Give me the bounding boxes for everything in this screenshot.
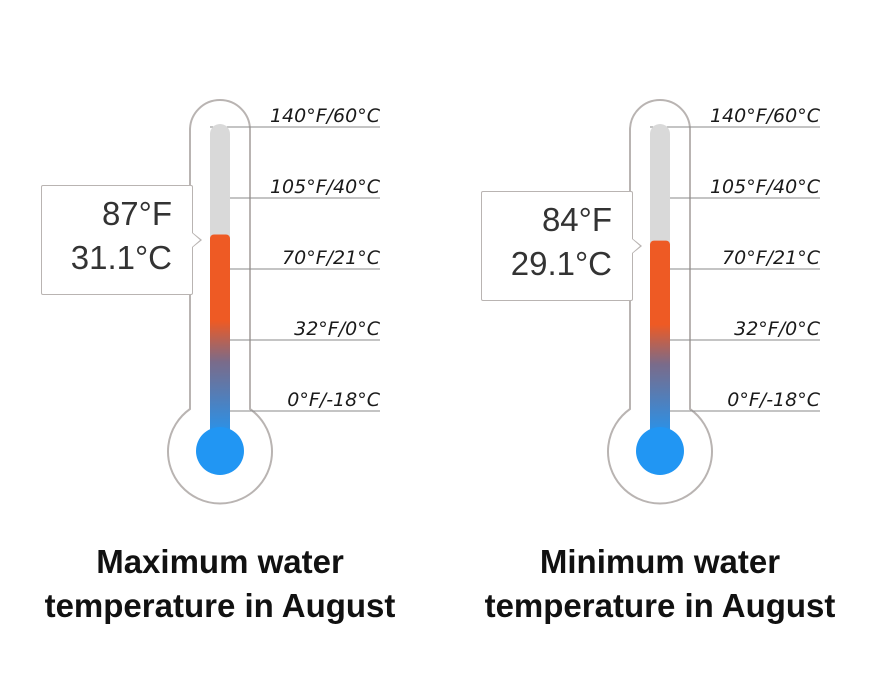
title-line-1: Maximum water [96,543,344,580]
mercury-bulb [196,427,244,475]
scale-label: 105°F/40°C [710,176,821,198]
readout-fahrenheit: 84°F [541,201,612,238]
scale-label: 140°F/60°C [710,105,821,127]
title-line-2: temperature in August [44,587,396,624]
thermometer-panel-min: 140°F/60°C 105°F/40°C 70°F/21°C 32°F/0°C 0°F… [440,0,880,680]
thermometer-max: 140°F/60°C 105°F/40°C 70°F/21°C 32°F/0°C 0°F… [167,99,381,505]
scale-label: 0°F/-18°C [287,389,380,411]
readout-celsius: 29.1°C [510,245,612,282]
chart-title-max: Maximum water temperature in August [0,540,440,628]
readout-fahrenheit: 87°F [101,195,172,232]
scale-label: 105°F/40°C [270,176,381,198]
mercury-column [650,240,670,440]
thermometer-panel-max: 140°F/60°C 105°F/40°C 70°F/21°C 32°F/0°C 0°F… [0,99,440,628]
readout-celsius: 31.1°C [70,239,172,276]
title-line-2: temperature in August [484,587,836,624]
scale-label: 70°F/21°C [722,247,821,269]
scale-label: 32°F/0°C [734,318,821,340]
mercury-column [210,234,230,440]
scale-label: 70°F/21°C [282,247,381,269]
title-line-1: Minimum water [539,543,781,580]
thermometer-min: 140°F/60°C 105°F/40°C 70°F/21°C 32°F/0°C 0°F… [607,99,821,505]
mercury-bulb [636,427,684,475]
scale-label: 140°F/60°C [270,105,381,127]
value-readout-min: 84°F 29.1°C [481,191,642,301]
scale-label: 32°F/0°C [294,318,381,340]
value-readout-max: 87°F 31.1°C [41,185,202,295]
scale-label: 0°F/-18°C [727,389,820,411]
chart-title-min: Minimum water temperature in August [440,540,880,628]
